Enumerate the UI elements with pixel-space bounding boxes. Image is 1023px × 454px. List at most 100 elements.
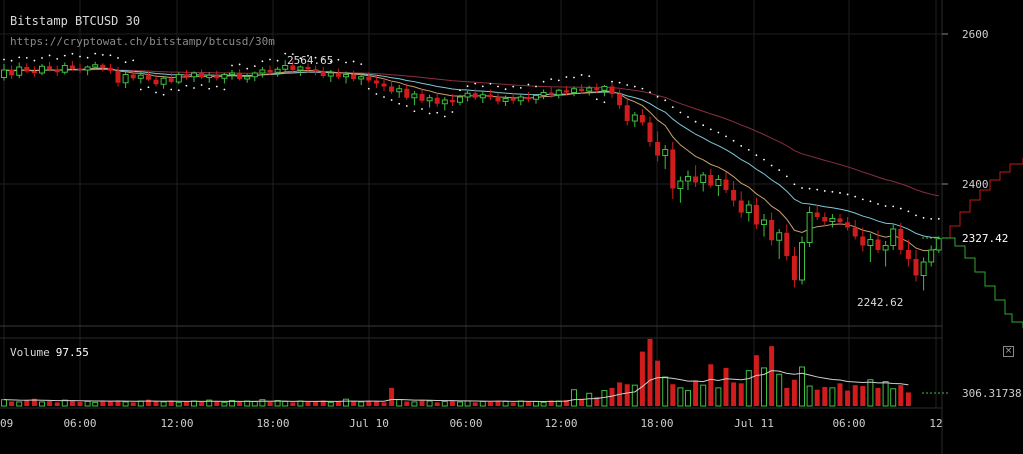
sar-dot <box>390 99 393 101</box>
volume-bar <box>708 364 714 406</box>
sar-dot <box>588 75 591 78</box>
volume-bar <box>282 400 289 407</box>
candle-body <box>517 96 524 102</box>
sar-dot <box>139 88 142 91</box>
candle-body <box>31 71 37 73</box>
volume-bar <box>677 387 684 407</box>
parabolic-sar-dots <box>3 52 940 220</box>
volume-bar <box>313 401 319 406</box>
candle-body <box>639 115 645 123</box>
sar-dot <box>48 54 51 57</box>
volume-bar <box>100 401 106 406</box>
sar-dot <box>550 78 553 81</box>
candle-body <box>479 94 486 99</box>
volume-bar <box>799 366 805 407</box>
candle-body <box>237 73 243 79</box>
volume-bar <box>860 386 866 406</box>
volume-bar <box>776 373 783 407</box>
candle-body <box>199 73 205 78</box>
volume-bar <box>251 400 258 407</box>
volume-bar <box>183 401 189 406</box>
sar-dot <box>101 53 104 56</box>
volume-bar <box>358 401 365 407</box>
sar-dot <box>3 58 5 61</box>
sar-dot <box>831 190 834 193</box>
volume-bar <box>586 392 593 407</box>
candle-body <box>183 74 189 77</box>
volume-bar <box>1 399 7 407</box>
sar-dot <box>785 175 788 178</box>
candle-body <box>898 229 904 250</box>
sar-dot <box>603 101 606 104</box>
candle-body <box>320 71 326 76</box>
volume-bar <box>685 390 691 407</box>
sar-dot <box>383 96 385 98</box>
volume-bar <box>381 402 387 406</box>
sar-dot <box>687 116 689 118</box>
time-tick: 06:00 <box>832 417 865 430</box>
sar-dot <box>504 88 507 91</box>
candle-body <box>274 68 281 73</box>
candle-body <box>343 74 349 78</box>
candle-body <box>738 200 744 213</box>
volume-panel-label: Volume 97.55 <box>10 346 89 359</box>
volume-bar <box>168 400 174 406</box>
candle-body <box>396 88 403 93</box>
sar-dot <box>861 198 864 201</box>
sar-dot <box>535 85 537 88</box>
candle-body <box>381 83 387 87</box>
volume-bar <box>327 401 334 407</box>
sar-dot <box>649 91 651 94</box>
volume-bar <box>77 401 83 406</box>
sar-dot <box>808 187 811 190</box>
candle-body <box>366 76 372 81</box>
sar-dot <box>801 187 803 189</box>
volume-bar <box>898 385 904 406</box>
volume-bar <box>639 351 645 406</box>
volume-bar <box>290 402 296 406</box>
time-tick: 18:00 <box>256 417 289 430</box>
candle-body <box>700 174 707 183</box>
chart-url[interactable]: https://cryptowat.ch/bitstamp/btcusd/30m <box>10 35 275 48</box>
sar-dot <box>421 108 423 110</box>
close-icon[interactable]: × <box>1003 346 1014 357</box>
candle-body <box>297 66 304 71</box>
candle-body <box>860 236 866 246</box>
volume-bar <box>373 401 379 406</box>
volume-bar <box>479 400 486 407</box>
sar-dot <box>595 98 598 101</box>
volume-bar <box>274 400 281 407</box>
sar-dot <box>10 59 13 62</box>
sar-dot <box>193 87 195 89</box>
sar-dot <box>322 58 325 60</box>
volume-bar <box>153 401 159 406</box>
sar-dot <box>56 58 59 60</box>
candle-body <box>723 179 729 190</box>
sar-dot <box>307 54 309 57</box>
volume-bar <box>449 400 455 406</box>
sar-dot <box>185 84 188 87</box>
sar-dot <box>694 120 697 123</box>
volume-bar <box>16 401 23 407</box>
sar-dot <box>162 93 165 96</box>
sar-dot <box>345 61 347 64</box>
volume-bar <box>647 338 653 406</box>
volume-bar <box>366 400 372 406</box>
sar-dot <box>702 124 705 127</box>
chart-title: Bitstamp BTCUSD 30 <box>10 14 141 28</box>
sar-dot <box>823 190 826 192</box>
candle-body <box>905 250 911 259</box>
candle-body <box>137 74 144 79</box>
sar-dot <box>573 76 575 79</box>
volume-bar <box>875 387 881 406</box>
volume-bar <box>829 387 836 407</box>
volume-last-value: 306.31738 <box>962 387 1022 400</box>
candle-body <box>533 95 539 100</box>
candle-body <box>472 93 478 98</box>
sar-dot <box>63 54 66 57</box>
sar-dot <box>937 217 940 220</box>
volume-bar <box>540 401 547 407</box>
candle-body <box>290 65 296 70</box>
slow-ema-line <box>3 68 939 238</box>
